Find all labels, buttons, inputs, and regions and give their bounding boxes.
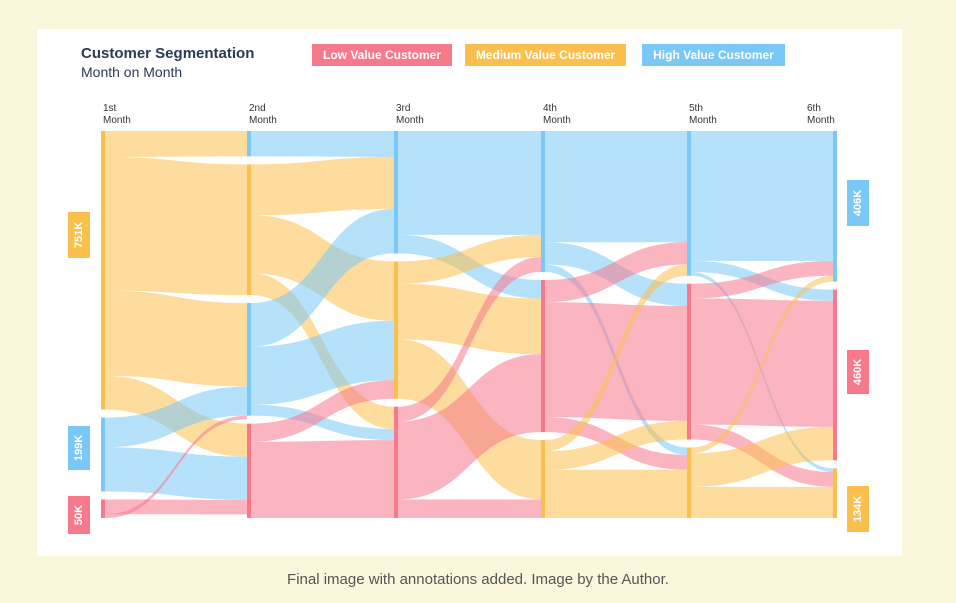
sankey-nodes: [101, 131, 837, 518]
chart-subtitle: Month on Month: [81, 64, 183, 80]
legend-high-value: High Value Customer: [642, 44, 785, 66]
flow-5-2-to-1: [691, 426, 833, 487]
flow-1-0-to-1: [105, 156, 247, 296]
month-label-1: 1st Month: [103, 103, 131, 126]
month-label-6: 6th Month: [807, 103, 835, 126]
sankey-links: [105, 131, 833, 518]
node-month2-high-2: [247, 303, 251, 416]
flow-5-2-to-0: [691, 275, 833, 454]
flow-3-2-to-1: [398, 354, 541, 500]
flow-1-1-to-3: [105, 447, 247, 500]
flow-4-0-to-0: [545, 131, 687, 243]
node-month3-high-0: [394, 131, 398, 254]
node-month1-high-1: [101, 417, 105, 492]
node-month5-high-0: [687, 131, 691, 276]
flow-2-3-to-1: [251, 380, 394, 442]
flow-4-1-to-0: [545, 242, 687, 303]
node-month5-low-1: [687, 283, 691, 440]
node-month4-low-1: [541, 279, 545, 433]
flow-3-2-to-2: [398, 499, 541, 518]
start-total-high: 199K: [68, 426, 90, 470]
flow-2-3-to-2: [251, 440, 394, 518]
flow-4-2-to-2: [545, 469, 687, 518]
node-month2-medium-1: [247, 164, 251, 296]
flow-4-2-to-1: [545, 420, 687, 470]
node-month3-medium-1: [394, 261, 398, 399]
image-caption: Final image with annotations added. Imag…: [287, 571, 669, 588]
node-month1-medium-0: [101, 131, 105, 410]
flow-3-0-to-0: [398, 131, 541, 235]
node-month4-high-0: [541, 131, 545, 272]
flow-4-2-to-0: [545, 264, 687, 452]
start-total-low: 50K: [68, 496, 90, 534]
end-total-high: 406K: [847, 180, 869, 226]
month-label-4: 4th Month: [543, 103, 571, 126]
flow-1-1-to-2: [105, 386, 247, 448]
flow-3-1-to-0: [398, 234, 541, 284]
month-label-3: 3rd Month: [396, 103, 424, 126]
node-month2-low-3: [247, 423, 251, 518]
flow-3-1-to-1: [398, 283, 541, 355]
node-month1-low-2: [101, 499, 105, 518]
node-month6-high-0: [833, 131, 837, 282]
flow-5-1-to-0: [691, 260, 833, 299]
start-total-medium: 751K: [68, 212, 90, 258]
month-label-2: 2nd Month: [249, 103, 277, 126]
node-month4-medium-2: [541, 440, 545, 518]
legend-medium-value: Medium Value Customer: [465, 44, 626, 66]
flow-1-2-to-3: [105, 499, 247, 515]
flow-1-0-to-0: [105, 131, 247, 157]
flow-5-0-to-0: [691, 131, 833, 261]
legend-low-value: Low Value Customer: [312, 44, 452, 66]
flow-1-0-to-2: [105, 290, 247, 387]
flow-2-2-to-1: [251, 320, 394, 405]
flow-5-2-to-2: [691, 486, 833, 518]
flow-2-2-to-2: [251, 404, 394, 441]
node-month3-low-2: [394, 406, 398, 518]
month-label-5: 5th Month: [689, 103, 717, 126]
flow-3-2-to-0: [398, 257, 541, 422]
flow-2-1-to-0: [251, 156, 394, 216]
flow-1-2-to-2: [105, 415, 247, 518]
flow-2-2-to-0: [251, 208, 394, 347]
end-total-low: 460K: [847, 350, 869, 394]
chart-title: Customer Segmentation: [81, 45, 255, 62]
node-month2-high-0: [247, 131, 251, 157]
flow-2-0-to-0: [251, 131, 394, 157]
node-month6-medium-2: [833, 468, 837, 518]
node-month5-medium-2: [687, 447, 691, 518]
node-month6-low-1: [833, 289, 837, 461]
end-total-medium: 134K: [847, 486, 869, 532]
